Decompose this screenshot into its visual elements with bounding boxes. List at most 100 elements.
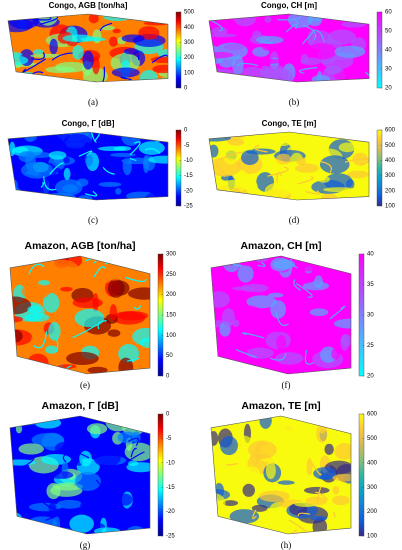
map-outline (210, 415, 352, 535)
map (209, 132, 369, 200)
map-patch (43, 527, 59, 534)
river (297, 512, 310, 517)
map-patch (105, 416, 131, 432)
colorbar-tick-label: -25 (184, 204, 193, 210)
map-patch (223, 256, 241, 273)
map-patch (12, 362, 29, 374)
map-patch (232, 286, 255, 291)
colorbar-tick-label: -5 (184, 143, 190, 149)
map-patch (60, 286, 73, 292)
colorbar-tick-label: 0 (166, 412, 170, 418)
map-patch (84, 154, 94, 167)
map-patch (17, 257, 32, 264)
river (316, 485, 322, 502)
map-patch (259, 416, 272, 429)
river (33, 331, 48, 349)
river (275, 312, 289, 327)
colorbar-tick-label: 200 (166, 292, 177, 298)
colorbar-tick-label: 30 (367, 313, 374, 319)
colorbar-tick-label: 500 (367, 436, 378, 442)
panel-title: Congo, CH [m] (261, 1, 317, 10)
map-patch (236, 348, 248, 357)
map-patch (87, 498, 95, 515)
map-patch (210, 45, 218, 50)
river (45, 512, 68, 521)
map-patch (331, 348, 340, 360)
map-patch (88, 14, 99, 24)
river (102, 166, 115, 175)
map-patch (215, 523, 248, 528)
panel-label: (c) (88, 215, 98, 225)
colorbar (157, 413, 164, 537)
colorbar (175, 129, 182, 207)
map-patch (109, 304, 118, 321)
map-patch (277, 480, 295, 485)
map-patch (63, 156, 70, 164)
river (99, 22, 113, 31)
map-patch (48, 321, 61, 341)
map-patch (245, 347, 274, 359)
river (285, 24, 297, 33)
colorbar-tick-label: 600 (367, 412, 378, 418)
river (10, 509, 15, 522)
map-patch (316, 424, 328, 443)
map-patch (86, 423, 108, 435)
river (295, 283, 313, 298)
river (216, 165, 227, 177)
map-patch (233, 526, 265, 534)
river (127, 357, 140, 362)
map-patch (113, 146, 132, 151)
map-patch (10, 511, 23, 528)
map-patch (17, 365, 45, 374)
map-patch (340, 334, 350, 351)
map-patch (314, 275, 323, 289)
panel-label: (g) (80, 540, 91, 550)
colorbar-tick-label: -20 (166, 509, 175, 515)
river (97, 320, 107, 330)
colorbar-tick-label: 0 (184, 128, 188, 134)
colorbar-tick-label: 300 (166, 252, 177, 258)
map-patch (313, 467, 337, 480)
map-patch (264, 182, 291, 199)
panel-title: Amazon, CH [m] (240, 240, 321, 252)
map-patch (87, 366, 108, 374)
map-patch (20, 161, 54, 179)
map-patch (241, 194, 250, 200)
river (345, 198, 365, 200)
map-patch (261, 457, 294, 463)
colorbar-tick-label: 30 (385, 67, 392, 73)
colorbar-tick-label: 200 (385, 188, 396, 194)
map-patch (144, 191, 168, 200)
map-patch (324, 173, 353, 191)
panel-label: (f) (282, 380, 291, 390)
river (305, 190, 321, 195)
river (72, 324, 98, 339)
river (31, 52, 45, 60)
map (211, 256, 351, 374)
river (315, 491, 329, 501)
river (28, 263, 45, 275)
map-patch (126, 504, 145, 523)
map-patch (18, 443, 44, 455)
river (236, 62, 259, 67)
map-patch (309, 308, 329, 317)
map-patch (17, 256, 44, 262)
map-patch (10, 296, 32, 315)
river (78, 150, 93, 157)
map-outline (7, 131, 169, 201)
river (84, 190, 98, 197)
map-patch (21, 270, 36, 285)
river (235, 348, 257, 358)
map-patch (248, 180, 258, 194)
colorbar-tick-label: 100 (166, 333, 177, 339)
map-patch (117, 431, 138, 444)
colorbar-tick-label: 40 (385, 48, 392, 54)
river (66, 447, 90, 459)
river (22, 58, 46, 73)
map-patch (127, 287, 150, 300)
map-patch (272, 132, 292, 143)
map-patch (49, 38, 58, 55)
map-patch (107, 278, 125, 298)
colorbar (358, 413, 365, 537)
map-patch (124, 442, 150, 462)
